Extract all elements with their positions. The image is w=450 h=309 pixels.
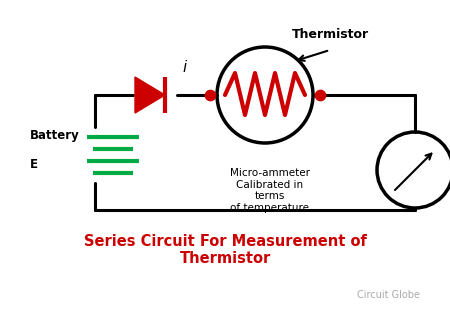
- Text: Circuit Globe: Circuit Globe: [357, 290, 420, 300]
- Text: E: E: [30, 159, 38, 171]
- Text: Thermistor: Thermistor: [292, 28, 369, 41]
- Polygon shape: [135, 77, 165, 113]
- Text: Series Circuit For Measurement of
Thermistor: Series Circuit For Measurement of Thermi…: [84, 234, 366, 266]
- Text: Battery: Battery: [30, 129, 80, 142]
- Text: i: i: [183, 60, 187, 74]
- Point: [207, 92, 214, 97]
- Point: [316, 92, 324, 97]
- Text: Micro-ammeter
Calibrated in
terms
of temperature: Micro-ammeter Calibrated in terms of tem…: [230, 168, 310, 213]
